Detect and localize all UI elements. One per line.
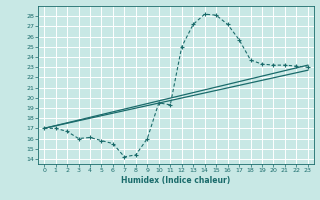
X-axis label: Humidex (Indice chaleur): Humidex (Indice chaleur): [121, 176, 231, 185]
